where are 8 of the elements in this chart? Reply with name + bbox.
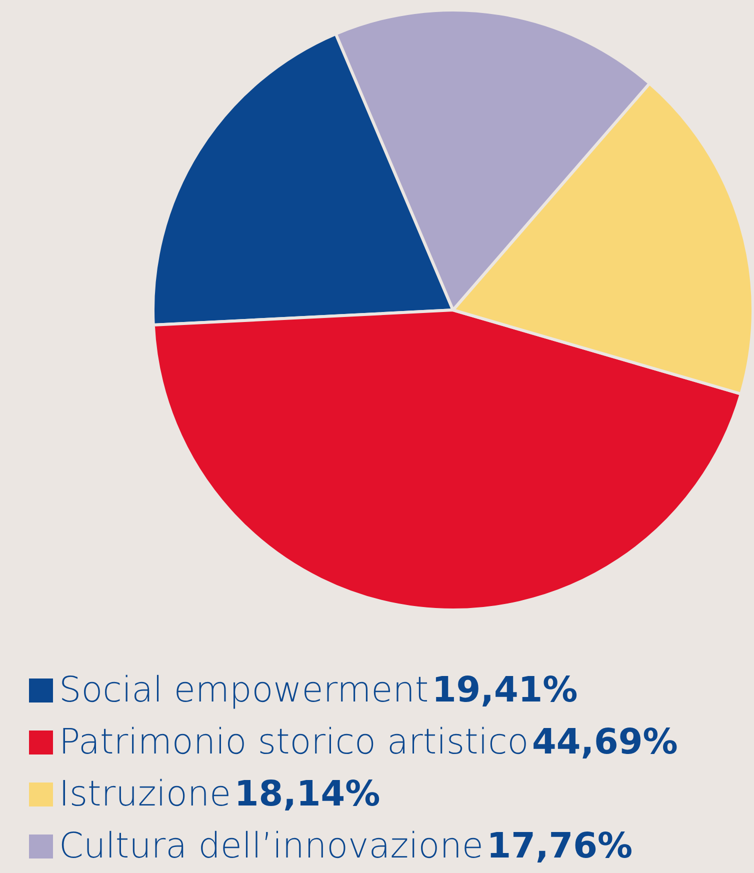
data-label: 17,76% [486, 826, 633, 866]
legend-label: Patrimonio storico artistico [59, 722, 529, 762]
legend-label: Social empowerment [59, 670, 429, 710]
data-label: 19,41% [432, 670, 578, 710]
legend-label: Cultura dell’innovazione [59, 826, 484, 866]
data-label: 44,69% [532, 722, 678, 762]
data-label: 18,14% [234, 774, 380, 814]
legend-label: Istruzione [59, 774, 232, 814]
